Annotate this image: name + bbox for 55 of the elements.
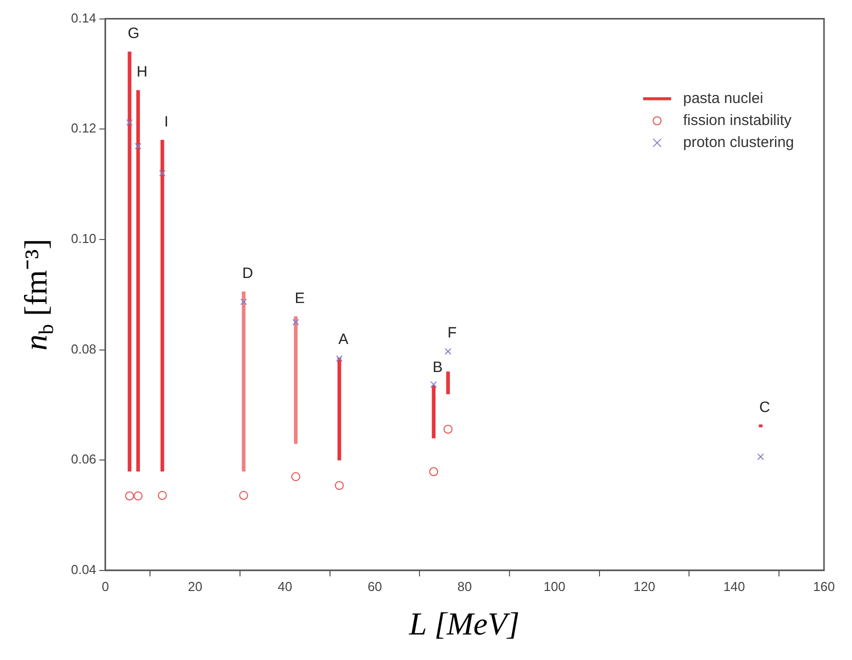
annotation: I: [164, 113, 168, 130]
annotation: A: [338, 331, 348, 348]
x-tick-label: 0: [102, 578, 109, 594]
point: [134, 142, 142, 150]
bar: [294, 316, 298, 444]
legend-label: proton clustering: [683, 134, 794, 151]
x-tick-label: 100: [544, 578, 566, 594]
y-tick-label: 0.10: [70, 231, 96, 246]
point: [125, 491, 134, 500]
legend-label: fission instability: [683, 112, 792, 129]
point: [334, 480, 344, 490]
bar: [160, 140, 164, 472]
x-tick-label: 120: [633, 578, 656, 594]
y-axis-title: nb [fm⁻³]: [17, 238, 58, 351]
point: [239, 490, 248, 500]
x-tick-label: 40: [278, 578, 292, 594]
annotation: F: [447, 324, 457, 342]
point: [159, 170, 166, 177]
point: [429, 467, 438, 476]
y-tick-label: 0.04: [70, 562, 96, 577]
y-tick-label: 0.14: [70, 10, 96, 26]
x-tick-label: 160: [813, 578, 835, 594]
point: [336, 355, 343, 362]
x-tick-label: 140: [723, 578, 746, 594]
legend-label: pasta nuclei: [683, 90, 764, 107]
point: [292, 318, 300, 326]
x-tick-label: 20: [188, 578, 202, 594]
bar: [242, 292, 246, 472]
point: [240, 298, 247, 306]
annotation: E: [294, 290, 305, 307]
annotation: G: [128, 25, 140, 42]
x-axis-title: L [MeV]: [408, 605, 520, 642]
y-tick-label: 0.12: [70, 120, 96, 136]
point: [291, 472, 300, 482]
bar: [446, 371, 450, 394]
point: [134, 491, 143, 500]
point: [444, 348, 452, 355]
annotation: H: [136, 64, 148, 81]
y-tick-label: 0.06: [70, 452, 96, 467]
bar: [136, 90, 140, 472]
point: [430, 381, 437, 388]
point: [757, 453, 764, 460]
x-tick-label: 60: [368, 578, 382, 594]
bar: [758, 424, 762, 428]
bar: [432, 385, 436, 438]
annotation: B: [432, 358, 443, 376]
x-tick-label: 80: [457, 578, 472, 594]
annotation: C: [759, 399, 770, 416]
bar: [338, 358, 342, 460]
y-tick-label: 0.08: [70, 341, 96, 356]
point: [444, 424, 453, 434]
point: [126, 119, 133, 126]
bar: [128, 52, 132, 472]
annotation: D: [242, 264, 254, 282]
point: [158, 490, 167, 500]
